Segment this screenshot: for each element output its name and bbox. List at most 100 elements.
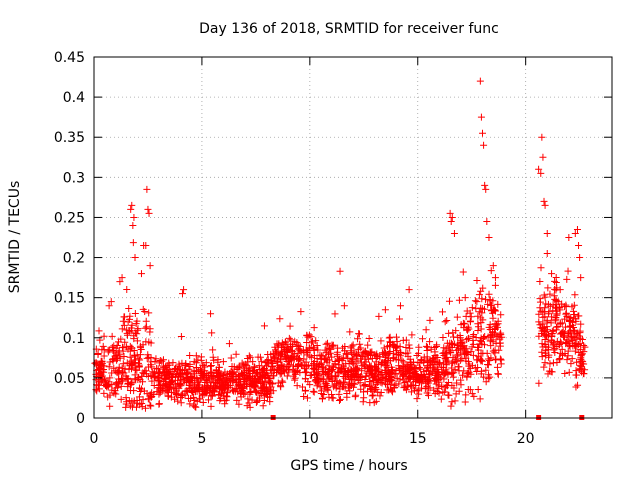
y-tick-label: 0.2	[63, 251, 85, 267]
data-point	[145, 309, 153, 317]
data-point	[535, 165, 543, 173]
data-point	[337, 380, 345, 388]
data-point	[339, 373, 347, 381]
data-point	[95, 327, 103, 335]
data-point	[122, 372, 130, 380]
data-point	[333, 350, 341, 358]
data-point	[303, 394, 311, 402]
data-point	[459, 268, 467, 276]
data-point	[450, 229, 458, 237]
data-point	[364, 341, 372, 349]
data-point	[569, 342, 577, 350]
data-point	[329, 394, 337, 402]
data-point	[118, 325, 126, 333]
data-point	[132, 403, 140, 411]
data-point	[540, 308, 548, 316]
data-point	[493, 363, 501, 371]
data-point	[139, 341, 147, 349]
data-point	[213, 378, 221, 386]
data-point	[473, 356, 481, 364]
data-point	[267, 356, 275, 364]
data-point	[229, 387, 237, 395]
data-point	[580, 341, 588, 349]
data-point	[431, 367, 439, 375]
data-point	[303, 346, 311, 354]
data-point	[487, 354, 495, 362]
data-point	[261, 359, 269, 367]
data-point	[182, 374, 190, 382]
data-point	[479, 316, 487, 324]
data-point	[322, 348, 330, 356]
data-point	[329, 341, 337, 349]
data-point	[245, 376, 253, 384]
data-point	[477, 304, 485, 312]
data-point	[485, 323, 493, 331]
data-point	[484, 374, 492, 382]
data-point	[468, 343, 476, 351]
data-point	[293, 382, 301, 390]
data-point	[244, 358, 252, 366]
data-point	[452, 390, 460, 398]
data-point	[127, 205, 135, 213]
data-point	[422, 342, 430, 350]
data-point	[335, 355, 343, 363]
data-point	[564, 347, 572, 355]
data-point	[545, 331, 552, 339]
data-point	[326, 349, 334, 357]
data-point	[371, 384, 379, 392]
data-point	[341, 378, 349, 386]
data-point	[488, 301, 496, 309]
data-point	[431, 377, 439, 385]
data-point	[493, 321, 501, 329]
data-point	[100, 366, 108, 374]
data-point	[121, 338, 129, 346]
data-point	[108, 355, 116, 363]
data-point	[191, 385, 199, 393]
data-point	[143, 185, 151, 193]
data-point	[542, 352, 550, 360]
data-point	[339, 344, 347, 352]
data-point	[229, 369, 237, 377]
data-point	[91, 359, 99, 367]
axis-ticks	[93, 56, 612, 419]
data-point	[410, 367, 418, 375]
data-point	[355, 330, 363, 338]
data-point	[129, 239, 137, 247]
data-point	[138, 400, 146, 408]
data-point	[297, 308, 305, 316]
data-point	[392, 333, 400, 341]
data-point	[309, 387, 317, 395]
data-point	[296, 355, 304, 363]
data-point	[313, 342, 321, 350]
x-axis-label: GPS time / hours	[290, 458, 407, 474]
data-point	[580, 370, 588, 378]
data-point	[463, 373, 471, 381]
data-point	[371, 351, 379, 359]
data-point	[273, 340, 281, 348]
data-point	[466, 309, 474, 317]
data-point	[135, 384, 143, 392]
data-point	[144, 351, 152, 359]
data-point	[576, 334, 584, 342]
data-point	[233, 396, 241, 404]
data-point	[155, 373, 163, 381]
data-point	[491, 274, 499, 282]
data-point	[132, 320, 140, 328]
data-point	[536, 304, 544, 312]
data-point	[193, 379, 201, 387]
data-point	[487, 267, 495, 275]
y-tick-label: 0.45	[54, 50, 85, 66]
data-point	[307, 333, 315, 341]
data-point	[203, 377, 211, 385]
data-point	[235, 400, 243, 408]
data-point	[360, 394, 368, 402]
data-point	[130, 397, 138, 405]
data-point	[266, 387, 274, 395]
data-point	[316, 383, 324, 391]
data-point	[366, 351, 374, 359]
data-point	[565, 341, 573, 349]
data-point	[450, 384, 458, 392]
data-point	[280, 344, 288, 352]
data-point	[186, 400, 194, 408]
